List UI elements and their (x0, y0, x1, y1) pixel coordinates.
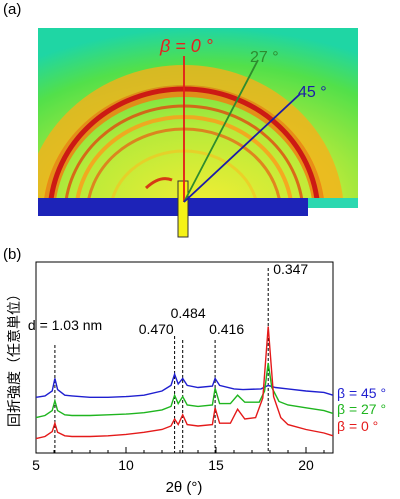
annotation-label-1: 0.484 (171, 305, 206, 321)
beta-line-45 (183, 93, 301, 203)
annotation-label-2: 0.470 (139, 321, 174, 337)
x-tick-label-20: 20 (298, 457, 314, 473)
beam-stop (177, 180, 189, 238)
plot-frame (35, 261, 334, 454)
legend-label-0: β = 45 ° (337, 385, 386, 401)
beta-label-27: 27 ° (250, 49, 279, 66)
x-tick-label-5: 5 (32, 457, 40, 473)
legend-label-2: β = 0 ° (337, 418, 378, 434)
beta-label-45: 45 ° (298, 84, 327, 101)
panel-b-label: (b) (3, 246, 21, 263)
y-axis-label: 回折強度（任意単位） (6, 287, 23, 427)
beta-label-0: β = 0 ° (159, 36, 213, 56)
panel-a-label: (a) (3, 1, 21, 18)
series-line-0 (35, 372, 334, 398)
x-axis-label: 2θ (°) (166, 479, 203, 496)
legend-label-1: β = 27 ° (337, 401, 386, 417)
annotation-label-4: 0.347 (273, 261, 308, 277)
annotation-label-0: d = 1.03 nm (28, 317, 102, 333)
series-line-2 (35, 326, 334, 440)
x-tick-label-10: 10 (118, 457, 134, 473)
annotation-label-3: 0.416 (209, 321, 244, 337)
series-line-1 (35, 362, 334, 419)
x-tick-label-15: 15 (208, 457, 224, 473)
beta-line-27 (183, 59, 259, 203)
